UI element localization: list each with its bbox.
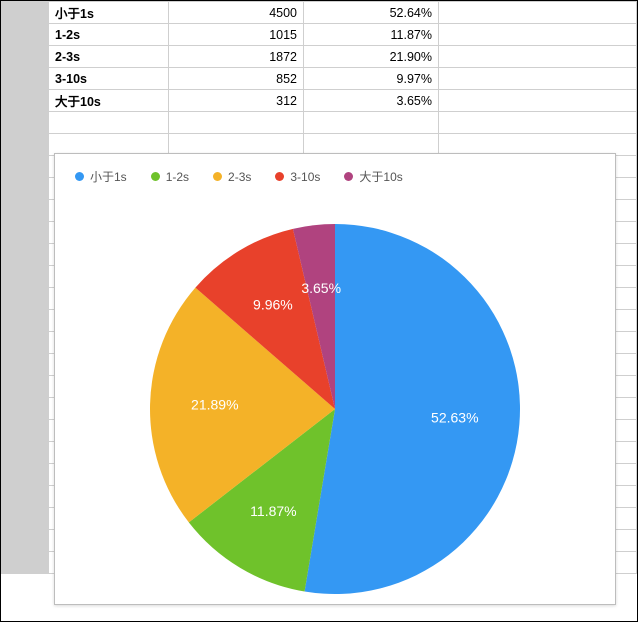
table-row: 1-2s101511.87%	[2, 24, 637, 46]
category-cell: 1-2s	[49, 24, 169, 46]
row-header-cell	[2, 332, 49, 354]
pie-slice-label: 52.63%	[431, 410, 478, 426]
empty-cell	[169, 112, 304, 134]
row-header-cell	[2, 354, 49, 376]
empty-cell	[304, 112, 439, 134]
row-header-cell	[2, 178, 49, 200]
value-cell: 1872	[169, 46, 304, 68]
percent-cell: 3.65%	[304, 90, 439, 112]
pie-slice-label: 21.89%	[191, 396, 238, 412]
pie-chart-panel: 小于1s 1-2s 2-3s 3-10s 大于10s 52.63% 11.87% 21.89…	[54, 153, 616, 605]
row-header-cell	[2, 200, 49, 222]
value-cell: 4500	[169, 2, 304, 24]
category-cell: 大于10s	[49, 90, 169, 112]
row-header-cell	[2, 552, 49, 574]
legend-dot-icon	[275, 172, 284, 181]
empty-cell	[439, 112, 637, 134]
empty-cell	[49, 112, 169, 134]
row-header-cell	[2, 244, 49, 266]
row-header-cell	[2, 486, 49, 508]
empty-cell	[439, 68, 637, 90]
table-row-empty	[2, 112, 637, 134]
percent-cell: 9.97%	[304, 68, 439, 90]
legend-dot-icon	[151, 172, 160, 181]
row-header-cell	[2, 442, 49, 464]
pie-slice-label: 11.87%	[250, 503, 296, 519]
legend-dot-icon	[344, 172, 353, 181]
spreadsheet-sheet: 小于1s450052.64%1-2s101511.87%2-3s187221.9…	[1, 1, 637, 621]
legend-item: 1-2s	[151, 170, 189, 184]
row-header-cell	[2, 464, 49, 486]
row-header-cell	[2, 24, 49, 46]
row-header-cell	[2, 266, 49, 288]
legend-label: 小于1s	[90, 168, 127, 185]
value-cell: 852	[169, 68, 304, 90]
pie-slice-label: 3.65%	[301, 280, 341, 296]
legend-item: 3-10s	[275, 170, 320, 184]
table-row: 大于10s3123.65%	[2, 90, 637, 112]
row-header-cell	[2, 508, 49, 530]
chart-legend: 小于1s 1-2s 2-3s 3-10s 大于10s	[75, 168, 595, 185]
row-header-cell	[2, 376, 49, 398]
row-header-cell	[2, 156, 49, 178]
legend-dot-icon	[213, 172, 222, 181]
legend-label: 3-10s	[290, 170, 320, 184]
percent-cell: 21.90%	[304, 46, 439, 68]
legend-label: 2-3s	[228, 170, 251, 184]
table-row: 3-10s8529.97%	[2, 68, 637, 90]
table-row: 2-3s187221.90%	[2, 46, 637, 68]
row-header-cell	[2, 112, 49, 134]
percent-cell: 11.87%	[304, 24, 439, 46]
empty-cell	[439, 2, 637, 24]
legend-item: 2-3s	[213, 170, 251, 184]
value-cell: 1015	[169, 24, 304, 46]
category-cell: 2-3s	[49, 46, 169, 68]
category-cell: 3-10s	[49, 68, 169, 90]
empty-cell	[439, 90, 637, 112]
legend-item: 大于10s	[344, 168, 402, 185]
pie-slice-label: 9.96%	[253, 297, 293, 313]
row-header-cell	[2, 530, 49, 552]
legend-item: 小于1s	[75, 168, 127, 185]
row-header-cell	[2, 288, 49, 310]
legend-label: 1-2s	[166, 170, 189, 184]
empty-cell	[439, 46, 637, 68]
legend-label: 大于10s	[359, 168, 402, 185]
table-row: 小于1s450052.64%	[2, 2, 637, 24]
row-header-cell	[2, 420, 49, 442]
value-cell: 312	[169, 90, 304, 112]
legend-dot-icon	[75, 172, 84, 181]
row-header-cell	[2, 90, 49, 112]
pie-chart: 52.63% 11.87% 21.89% 9.96% 3.65%	[135, 209, 535, 609]
row-header-cell	[2, 222, 49, 244]
empty-cell	[439, 24, 637, 46]
row-header-cell	[2, 398, 49, 420]
row-header-cell	[2, 134, 49, 156]
category-cell: 小于1s	[49, 2, 169, 24]
row-header-cell	[2, 310, 49, 332]
row-header-cell	[2, 46, 49, 68]
row-header-cell	[2, 68, 49, 90]
percent-cell: 52.64%	[304, 2, 439, 24]
row-header-cell	[2, 2, 49, 24]
